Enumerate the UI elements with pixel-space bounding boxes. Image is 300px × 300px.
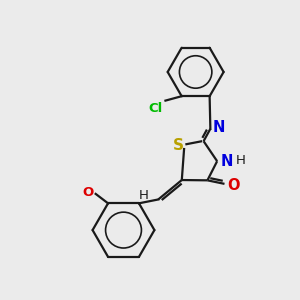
- Text: O: O: [227, 178, 240, 193]
- Text: N: N: [221, 154, 233, 169]
- Text: S: S: [173, 138, 184, 153]
- Text: N: N: [212, 120, 224, 135]
- Text: O: O: [83, 186, 94, 199]
- Text: Cl: Cl: [149, 102, 163, 115]
- Text: H: H: [236, 154, 245, 166]
- Text: H: H: [139, 189, 149, 203]
